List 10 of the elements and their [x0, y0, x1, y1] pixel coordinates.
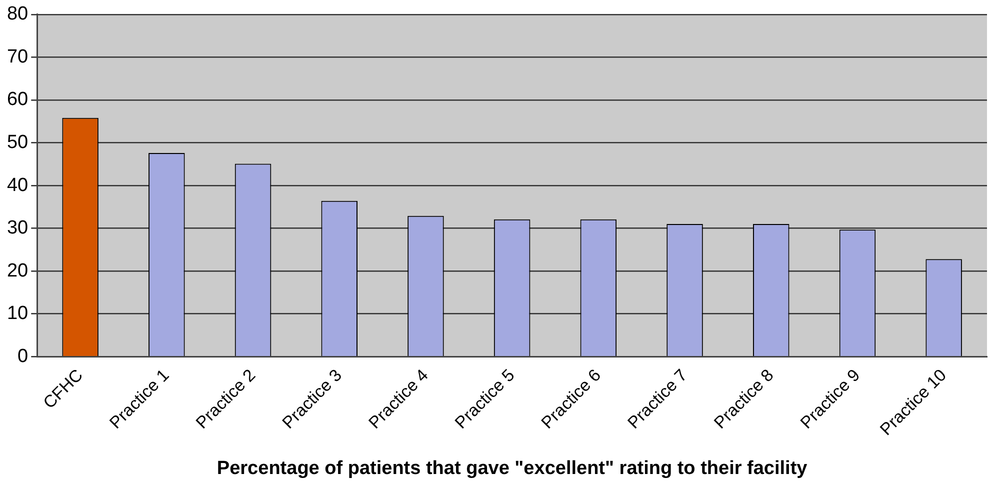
y-tick-label: 80: [6, 4, 28, 25]
y-tick-label: 50: [6, 132, 28, 153]
y-tick-label: 60: [6, 89, 28, 110]
y-tick-label: 30: [6, 218, 28, 239]
y-tick-label: 10: [6, 303, 28, 324]
y-tick-label: 40: [6, 174, 28, 196]
x-axis-title: Percentage of patients that gave "excellent" rating to their facility: [216, 458, 808, 479]
y-tick-label: 20: [6, 260, 28, 282]
y-tick-label: 0: [18, 346, 28, 367]
y-tick-label: 70: [6, 46, 28, 68]
